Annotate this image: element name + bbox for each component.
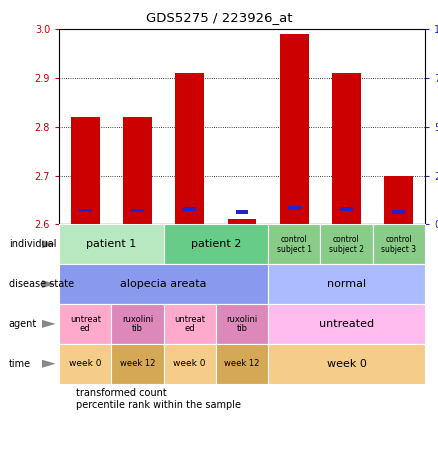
Text: ruxolini
tib: ruxolini tib	[122, 314, 153, 333]
Text: agent: agent	[9, 319, 37, 329]
Text: percentile rank within the sample: percentile rank within the sample	[76, 400, 241, 410]
Bar	[228, 219, 256, 224]
Text: untreat
ed: untreat ed	[174, 314, 205, 333]
Bar	[340, 207, 353, 211]
Bar	[71, 117, 99, 224]
Text: GSM1414318: GSM1414318	[394, 229, 403, 280]
Text: time: time	[9, 359, 31, 369]
Text: disease state: disease state	[9, 279, 74, 289]
Text: transformed count: transformed count	[76, 388, 166, 398]
Text: individual: individual	[9, 239, 56, 249]
Bar	[175, 73, 204, 224]
Text: week 12: week 12	[120, 359, 155, 368]
Polygon shape	[42, 320, 56, 328]
Bar	[123, 117, 152, 224]
Text: GSM1414315: GSM1414315	[237, 229, 247, 280]
Bar	[79, 208, 92, 212]
Bar	[392, 210, 405, 213]
Text: GDS5275 / 223926_at: GDS5275 / 223926_at	[146, 11, 292, 24]
Bar	[288, 206, 301, 210]
Text: patient 1: patient 1	[86, 239, 137, 249]
Text: patient 2: patient 2	[191, 239, 241, 249]
Polygon shape	[42, 280, 56, 288]
Text: week 12: week 12	[224, 359, 260, 368]
Text: week 0: week 0	[69, 359, 102, 368]
Bar	[280, 34, 309, 224]
Polygon shape	[42, 360, 56, 368]
Text: control
subject 2: control subject 2	[329, 235, 364, 254]
Text: GSM1414313: GSM1414313	[133, 229, 142, 280]
Text: GSM1414314: GSM1414314	[185, 229, 194, 280]
Bar	[236, 210, 248, 213]
Text: alopecia areata: alopecia areata	[120, 279, 207, 289]
Text: GSM1414317: GSM1414317	[342, 229, 351, 280]
Polygon shape	[42, 240, 56, 248]
Bar	[131, 208, 144, 212]
Bar	[332, 73, 361, 224]
Bar	[385, 175, 413, 224]
Text: ruxolini
tib: ruxolini tib	[226, 314, 258, 333]
Text: control
subject 3: control subject 3	[381, 235, 416, 254]
Text: untreat
ed: untreat ed	[70, 314, 101, 333]
Text: week 0: week 0	[173, 359, 206, 368]
Text: GSM1414312: GSM1414312	[81, 229, 90, 280]
Text: GSM1414316: GSM1414316	[290, 229, 299, 280]
Bar	[183, 207, 196, 211]
Text: normal: normal	[327, 279, 366, 289]
Text: week 0: week 0	[327, 359, 367, 369]
Text: control
subject 1: control subject 1	[277, 235, 312, 254]
Text: untreated: untreated	[319, 319, 374, 329]
